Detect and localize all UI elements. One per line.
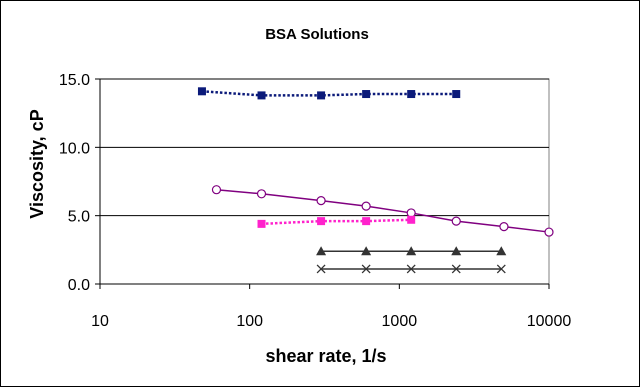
y-tick-label: 10.0 [59,140,90,157]
data-point [544,227,554,237]
data-point [317,91,326,100]
x-axis-title: shear rate, 1/s [265,346,386,366]
series-1 [197,87,461,100]
series-3 [257,215,416,228]
data-point [496,264,506,274]
data-point [256,189,267,199]
x-tick-label: 100 [236,313,263,330]
y-axis-title: Viscosity, cP [27,109,47,218]
data-point [362,90,371,99]
data-point [451,264,461,274]
x-tick-label: 10 [91,313,109,330]
data-point [451,216,461,226]
data-point [407,90,416,99]
series-4 [316,246,507,256]
data-point [362,217,371,226]
data-point [451,246,462,256]
data-point [361,246,372,256]
data-point [257,219,266,228]
series-5 [316,264,506,274]
data-series [197,87,554,274]
x-tick-label: 1000 [382,313,418,330]
y-tick-label: 0.0 [68,277,90,294]
data-point [406,264,416,274]
data-point [452,90,461,99]
data-point [197,87,206,96]
data-point [499,222,509,232]
series-line [201,90,457,97]
data-point [316,196,326,206]
data-point [211,185,222,195]
data-point [316,264,326,274]
y-tick-label: 5.0 [68,209,90,226]
data-point [361,201,371,211]
series-line [216,188,550,233]
series-line [261,218,412,226]
gridlines [100,78,549,217]
data-point [407,215,416,224]
data-point [361,264,371,274]
data-point [496,246,507,256]
x-tick-label: 10000 [527,313,572,330]
plot-area [99,78,550,285]
data-point [317,217,326,226]
data-point [406,208,416,218]
data-point [257,91,266,100]
series-2 [211,185,554,237]
axes: 0.0 5.0 10.0 15.0 10 100 1000 10000 [59,72,571,330]
data-point [316,246,327,256]
chart-title: BSA Solutions [265,26,369,43]
data-point [406,246,417,256]
y-tick-label: 15.0 [59,72,90,89]
plot-area-border [99,78,550,285]
